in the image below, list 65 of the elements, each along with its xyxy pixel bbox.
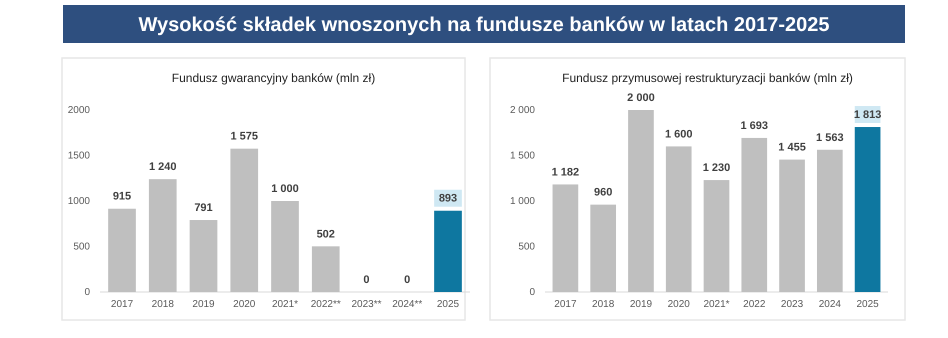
bar [148,179,177,292]
y-tick-label: 2000 [68,105,90,116]
bar [271,201,299,292]
bar [552,184,578,292]
data-label: 791 [194,202,213,214]
bar [108,208,136,292]
data-label: 960 [594,186,612,199]
x-tick-label: 2019 [630,299,653,310]
y-tick-label: 2 000 [510,105,536,116]
data-label: 0 [404,274,410,286]
text: Wysokość składek wnoszonych na fundusze banków w latach 2017-2025 [138,14,830,36]
x-tick-label: 2025 [436,299,460,310]
bar [628,110,654,292]
x-tick-label: 2024** [392,299,422,310]
x-tick-label: 2022** [310,299,341,310]
data-label: 1 182 [552,166,580,178]
data-label: 915 [112,190,132,203]
x-tick-label: 2020 [233,299,256,310]
x-tick-label: 2018 [152,299,174,310]
chart-title: Fundusz gwarancyjny banków (mln zł) [172,71,376,85]
bar [704,180,730,292]
data-label: 1 455 [778,142,806,154]
x-tick-label: 2017 [554,299,577,310]
x-tick-label: 2021* [272,299,298,310]
x-tick-label: 2025 [856,299,880,310]
x-tick-label: 2021* [703,299,730,310]
bar [312,246,340,292]
data-label: 1 813 [854,109,882,122]
y-tick-label: 500 [73,242,90,253]
bar [230,148,258,292]
x-tick-label: 2019 [192,299,216,310]
y-tick-label: 500 [518,242,536,253]
x-tick-label: 2017 [110,299,134,310]
y-tick-label: 1 000 [510,196,536,208]
y-tick-label: 0 [84,287,90,298]
y-tick-label: 0 [529,287,536,298]
bar [741,138,768,292]
data-label: 1 230 [702,162,730,174]
y-tick-label: 1000 [68,196,90,208]
x-tick-label: 2022 [743,299,766,310]
data-label: 1 563 [816,132,844,144]
bar [434,210,462,292]
bar [779,160,805,292]
data-label: 0 [363,274,370,286]
x-tick-label: 2020 [668,299,690,310]
bar [854,127,880,292]
data-label: 1 000 [271,183,299,195]
x-tick-label: 2018 [592,299,615,310]
data-label: 1 240 [148,161,177,174]
bar [590,204,616,292]
data-label: 893 [438,192,458,205]
data-label: 1 693 [740,120,768,132]
bar [816,150,843,292]
data-label: 1 575 [230,130,258,143]
y-tick-label: 1500 [68,150,90,162]
chart-title: Fundusz przymusowej restrukturyzacji banków (mln zł) [562,71,853,85]
bar [666,146,692,292]
data-label: 2 000 [627,92,655,104]
x-tick-label: 2023 [780,299,804,310]
bar [190,220,218,292]
x-tick-label: 2023** [351,299,382,310]
data-label: 1 600 [664,128,692,140]
y-tick-label: 1 500 [510,150,536,162]
x-tick-label: 2024 [818,299,842,310]
data-label: 502 [316,228,335,240]
